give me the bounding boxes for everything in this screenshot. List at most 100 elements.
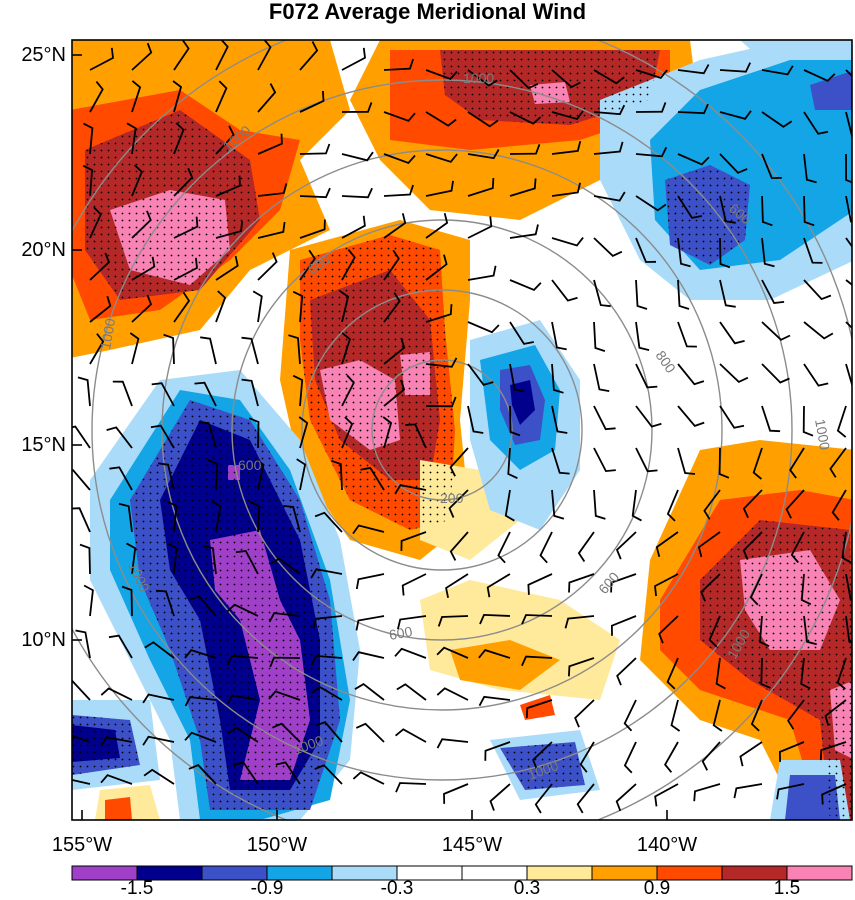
wind-barb bbox=[311, 685, 343, 701]
wind-barb bbox=[761, 405, 781, 433]
wind-barb bbox=[803, 363, 829, 387]
wind-barb bbox=[288, 334, 301, 365]
wind-barb bbox=[761, 363, 790, 384]
wind-barb bbox=[298, 416, 309, 449]
wind-barb bbox=[551, 110, 584, 121]
wind-barb bbox=[436, 738, 469, 749]
wind-barb bbox=[215, 255, 239, 281]
wind-barb bbox=[635, 237, 657, 263]
wind-barb bbox=[845, 573, 852, 601]
shaded-field bbox=[72, 40, 852, 820]
wind-barb bbox=[254, 458, 265, 491]
wind-barb bbox=[268, 612, 301, 623]
wind-barb bbox=[211, 500, 222, 533]
wind-barb bbox=[551, 182, 581, 197]
wind-barb bbox=[610, 573, 637, 593]
wind-barb bbox=[631, 489, 642, 522]
wind-barb bbox=[778, 741, 805, 762]
wind-barb bbox=[72, 734, 91, 743]
wind-barb bbox=[568, 573, 595, 593]
colorbar-label: 1.5 bbox=[773, 878, 801, 899]
wind-barb bbox=[299, 219, 326, 239]
wind-barb bbox=[760, 657, 771, 689]
wind-barb bbox=[401, 573, 427, 596]
wind-barb bbox=[654, 783, 679, 807]
wind-barb bbox=[719, 110, 752, 120]
wind-barb bbox=[425, 180, 454, 197]
wind-barb bbox=[194, 381, 217, 407]
wind-barb bbox=[142, 693, 175, 704]
wind-barb bbox=[173, 122, 185, 155]
wind-barb bbox=[718, 447, 730, 479]
wind-barb bbox=[761, 321, 791, 341]
wind-barb bbox=[226, 694, 259, 705]
wind-barb bbox=[593, 363, 610, 392]
wind-barb bbox=[551, 140, 582, 155]
lon-label: 140°W bbox=[636, 834, 698, 856]
wind-barb bbox=[824, 699, 847, 726]
wind-barb bbox=[789, 447, 805, 479]
wind-barb bbox=[155, 589, 175, 617]
wind-barb bbox=[89, 295, 112, 323]
wind-barb bbox=[89, 81, 104, 113]
wind-barb bbox=[215, 80, 228, 113]
wind-barb bbox=[75, 629, 91, 659]
wind-barb bbox=[742, 531, 763, 560]
colorbar-swatch bbox=[786, 865, 853, 881]
wind-barb bbox=[509, 279, 542, 291]
wind-barb bbox=[100, 687, 133, 701]
wind-barb bbox=[803, 195, 815, 227]
wind-barb bbox=[593, 447, 616, 473]
wind-barb bbox=[761, 195, 773, 227]
wind-barb bbox=[635, 321, 650, 351]
wind-barb bbox=[787, 699, 805, 730]
wind-barb bbox=[341, 374, 355, 407]
wind-barb bbox=[697, 531, 721, 558]
wind-barb bbox=[341, 151, 374, 162]
wind-barb bbox=[292, 374, 304, 407]
wind-barb bbox=[100, 774, 133, 785]
wind-barb bbox=[315, 721, 343, 743]
wind-barb bbox=[677, 64, 710, 75]
wind-barb bbox=[163, 333, 175, 365]
wind-barb bbox=[703, 489, 721, 520]
wind-barb bbox=[715, 657, 726, 690]
wind-barb bbox=[803, 153, 817, 184]
wind-barb bbox=[355, 722, 385, 743]
wind-barb bbox=[355, 615, 385, 631]
wind-barb bbox=[486, 573, 511, 598]
wind-barb bbox=[623, 699, 637, 732]
wind-barb bbox=[360, 466, 385, 491]
wind-barb bbox=[719, 153, 748, 174]
contour-label: 600 bbox=[238, 457, 262, 473]
wind-barb bbox=[504, 489, 515, 522]
wind-barb bbox=[742, 489, 763, 519]
wind-barb bbox=[467, 216, 493, 239]
wind-barb bbox=[72, 779, 91, 785]
wind-barb bbox=[248, 417, 260, 449]
wind-barb bbox=[425, 153, 458, 163]
wind-barb bbox=[845, 363, 852, 388]
wind-barb bbox=[467, 111, 499, 128]
wind-barb bbox=[509, 363, 525, 393]
wind-barb bbox=[719, 237, 731, 269]
wind-barb bbox=[215, 175, 241, 197]
wind-barb bbox=[752, 447, 763, 480]
wind-barb bbox=[739, 741, 763, 767]
wind-barb bbox=[207, 459, 219, 491]
lon-label: 155°W bbox=[51, 834, 113, 856]
wind-barb bbox=[233, 761, 259, 785]
wind-barb bbox=[109, 466, 133, 491]
wind-barb bbox=[118, 502, 133, 533]
wind-barb bbox=[126, 542, 137, 575]
wind-barb bbox=[341, 187, 373, 199]
wind-barb bbox=[449, 531, 469, 561]
wind-barb bbox=[677, 103, 709, 115]
wind-barb bbox=[467, 149, 500, 160]
wind-barb bbox=[394, 484, 427, 495]
wind-barb bbox=[749, 573, 763, 606]
contour-label: 1000 bbox=[812, 418, 833, 452]
wind-barb bbox=[829, 447, 847, 478]
wind-barb bbox=[635, 69, 668, 79]
wind-barb bbox=[593, 104, 626, 116]
